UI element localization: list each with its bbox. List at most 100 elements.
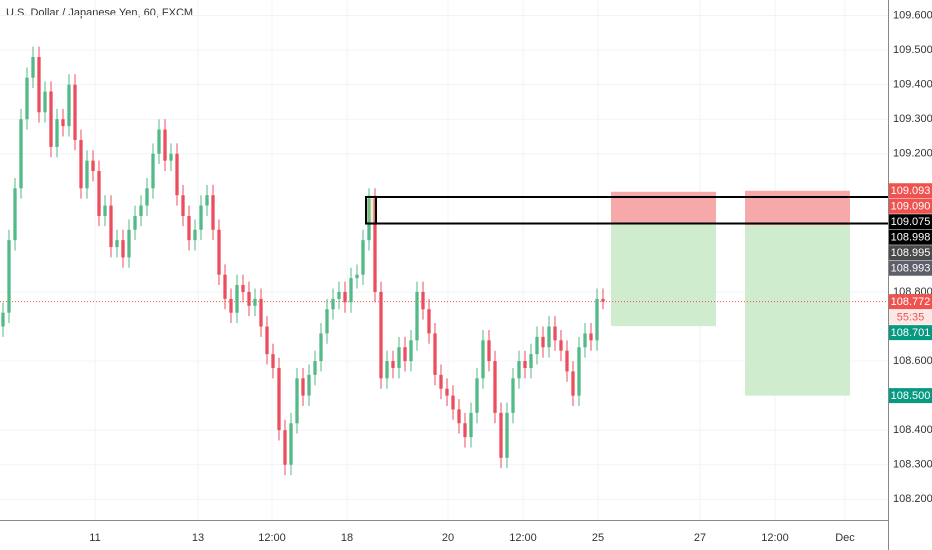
x-tick-label: 27 xyxy=(694,532,706,544)
candle-body xyxy=(97,171,101,216)
candle-body xyxy=(601,298,605,302)
price-tag xyxy=(889,325,932,341)
price-tag xyxy=(889,245,932,261)
price-tag xyxy=(889,183,932,199)
candle-body xyxy=(1,312,5,327)
candle-body xyxy=(67,84,71,127)
candle-body xyxy=(343,291,347,303)
candle-body xyxy=(463,423,467,438)
candle-body xyxy=(169,153,173,161)
candle-body xyxy=(283,430,287,465)
candle-body xyxy=(253,298,257,306)
candle-body xyxy=(409,340,413,362)
candle-body xyxy=(139,205,143,216)
price-tag-label: 108.772 xyxy=(891,296,931,308)
candle-body xyxy=(415,291,419,341)
price-tag-label: 108.998 xyxy=(891,232,931,244)
price-tag-label: 109.075 xyxy=(891,216,931,228)
price-tag xyxy=(889,260,932,276)
candle-body xyxy=(373,198,377,292)
candle-body xyxy=(547,326,551,348)
candle-body xyxy=(73,84,77,140)
candle-body xyxy=(457,409,461,424)
candle-body xyxy=(331,298,335,310)
y-tick-label: 108.600 xyxy=(893,355,932,367)
price-tag xyxy=(889,229,932,245)
candle-body xyxy=(85,160,89,189)
candle-body xyxy=(121,240,125,258)
price-tag-label: 108.993 xyxy=(891,263,931,275)
candle-body xyxy=(541,336,545,348)
drawn-rectangle xyxy=(365,195,378,225)
y-tick-label: 109.500 xyxy=(893,44,932,56)
candle-body xyxy=(391,361,395,368)
candle-body xyxy=(397,347,401,368)
candle-body xyxy=(19,119,23,189)
candle-body xyxy=(205,195,209,206)
chart-title: U.S. Dollar / Japanese Yen, 60, FXCM xyxy=(6,7,193,19)
candle-body xyxy=(439,374,443,389)
candle-body xyxy=(325,309,329,334)
candle-body xyxy=(265,326,269,355)
price-tag-label: 109.093 xyxy=(891,185,931,197)
price-tag xyxy=(889,214,932,230)
candle-body xyxy=(469,412,473,438)
candle-body xyxy=(217,229,221,275)
candle-body xyxy=(379,291,383,379)
y-tick-label: 108.400 xyxy=(893,424,932,436)
x-tick-label: Dec xyxy=(835,532,855,544)
candle-body xyxy=(235,285,239,313)
y-tick-label: 108.300 xyxy=(893,459,932,471)
candle-body xyxy=(241,285,245,292)
x-tick-label: 12:00 xyxy=(509,532,537,544)
x-tick-label: 20 xyxy=(442,532,454,544)
candle-body xyxy=(49,91,53,147)
candle-body xyxy=(523,361,527,368)
candle-body xyxy=(271,354,275,368)
candle-body xyxy=(259,298,263,327)
candle-body xyxy=(571,371,575,396)
x-tick-label: 12:00 xyxy=(761,532,789,544)
candle-body xyxy=(493,361,497,413)
candle-body xyxy=(427,309,431,334)
candle-body xyxy=(451,395,455,410)
candle-body xyxy=(559,340,563,351)
candle-body xyxy=(511,378,515,413)
candle-body xyxy=(55,119,59,147)
candle-body xyxy=(109,205,113,248)
candle-body xyxy=(361,240,365,275)
x-tick-label: 11 xyxy=(89,532,100,544)
candle-body xyxy=(7,240,11,313)
candle-body xyxy=(103,205,107,216)
price-tag-label: 55:35 xyxy=(897,312,925,324)
candle-body xyxy=(175,153,179,196)
candle-body xyxy=(187,215,191,241)
stop-zone xyxy=(745,190,851,226)
price-tag-label: 109.090 xyxy=(891,201,931,213)
candle-body xyxy=(481,340,485,379)
candle-body xyxy=(565,350,569,372)
candle-body xyxy=(589,333,593,341)
price-tag xyxy=(889,294,932,310)
price-tag-label: 108.995 xyxy=(891,247,931,259)
candle-body xyxy=(115,240,119,248)
y-tick-label: 108.200 xyxy=(893,493,932,505)
candle-body xyxy=(499,412,503,458)
candle-body xyxy=(355,274,359,279)
y-tick-label: 109.600 xyxy=(893,9,932,21)
y-tick-label: 109.200 xyxy=(893,148,932,160)
candle-body xyxy=(301,378,305,396)
candle-body xyxy=(127,229,131,258)
target-zone xyxy=(610,224,716,327)
candle-body xyxy=(553,326,557,341)
candle-body xyxy=(337,291,341,299)
candle-body xyxy=(211,195,215,230)
x-tick-label: 13 xyxy=(192,532,204,544)
candle-body xyxy=(349,278,353,303)
candle-body xyxy=(247,291,251,306)
candle-body xyxy=(289,423,293,465)
candle-body xyxy=(433,333,437,375)
price-tag-label: 108.701 xyxy=(891,327,931,339)
price-tag-label: 108.500 xyxy=(891,390,931,402)
